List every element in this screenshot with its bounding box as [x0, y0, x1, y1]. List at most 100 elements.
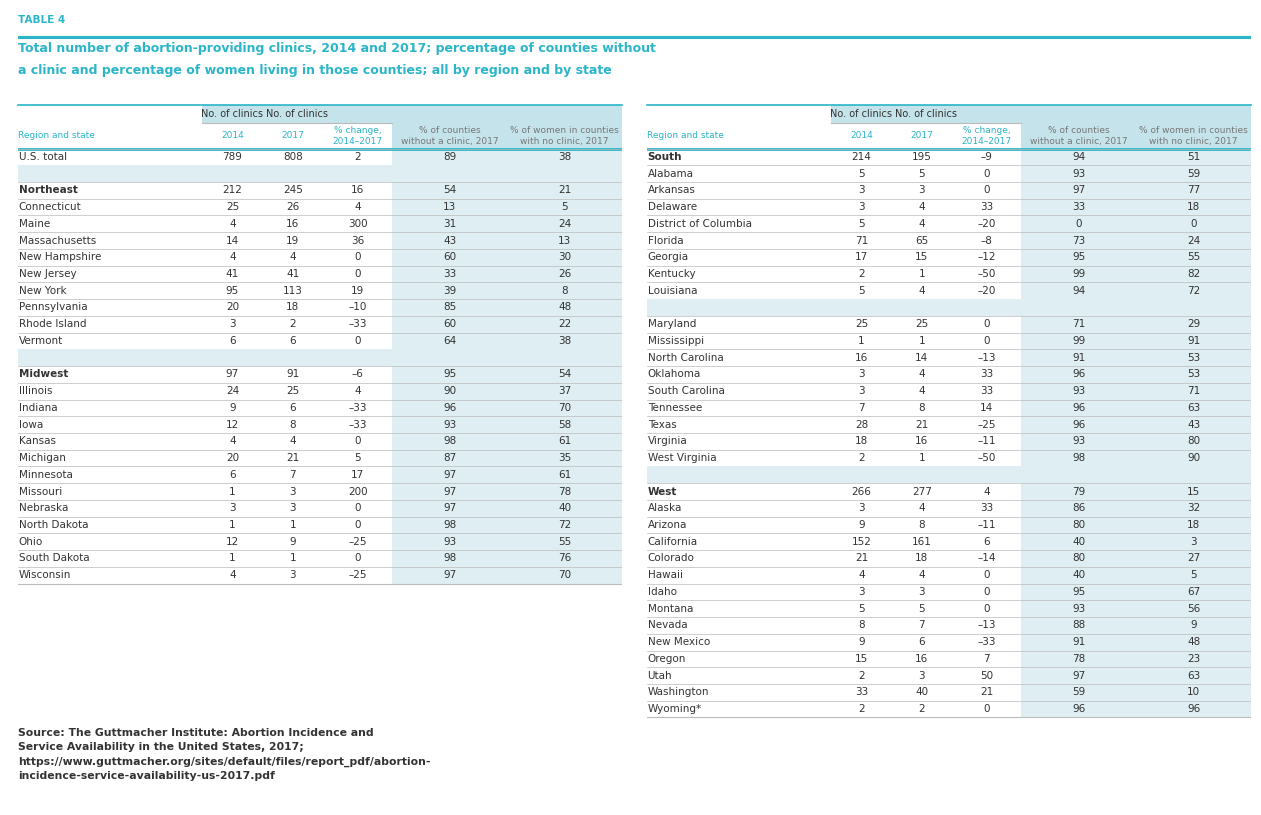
Text: 43: 43: [1187, 420, 1200, 430]
Text: 0: 0: [354, 269, 361, 279]
Text: 78: 78: [559, 487, 571, 496]
Text: 64: 64: [443, 336, 456, 346]
Bar: [1136, 701, 1251, 717]
Text: Texas: Texas: [648, 420, 676, 430]
Text: West: West: [648, 487, 677, 496]
Text: Region and state: Region and state: [19, 131, 96, 140]
Text: 18: 18: [855, 436, 868, 447]
Bar: [1021, 148, 1136, 165]
Bar: [1021, 567, 1136, 584]
Text: 4: 4: [918, 286, 926, 296]
Bar: [392, 517, 507, 533]
Text: –25: –25: [348, 570, 367, 580]
Text: 95: 95: [1072, 587, 1086, 597]
Text: 6: 6: [290, 403, 296, 413]
Text: 97: 97: [443, 487, 456, 496]
Text: % of counties
without a clinic, 2017: % of counties without a clinic, 2017: [401, 126, 498, 146]
Text: Arizona: Arizona: [648, 520, 687, 530]
Text: 91: 91: [286, 369, 299, 380]
Bar: [392, 483, 507, 500]
Text: New Jersey: New Jersey: [19, 269, 76, 279]
Text: 98: 98: [443, 520, 456, 530]
Text: 2: 2: [290, 319, 296, 329]
Text: 14: 14: [980, 403, 994, 413]
Text: Rhode Island: Rhode Island: [19, 319, 86, 329]
Text: 55: 55: [559, 537, 571, 547]
Text: –14: –14: [977, 553, 996, 563]
Text: 0: 0: [984, 169, 990, 178]
Text: 99: 99: [1072, 336, 1086, 346]
Text: 89: 89: [443, 152, 456, 162]
Text: 277: 277: [912, 487, 932, 496]
Text: 31: 31: [443, 218, 456, 229]
Text: 3: 3: [290, 487, 296, 496]
Text: No. of clinics: No. of clinics: [831, 109, 893, 119]
Text: 38: 38: [559, 336, 571, 346]
Text: 24: 24: [1187, 236, 1200, 245]
Text: 3: 3: [290, 570, 296, 580]
Text: 59: 59: [1187, 169, 1200, 178]
Text: 90: 90: [444, 386, 456, 396]
Text: 3: 3: [918, 587, 926, 597]
Bar: [507, 483, 622, 500]
Bar: [1021, 617, 1136, 634]
Text: 15: 15: [1187, 487, 1200, 496]
Text: 85: 85: [443, 302, 456, 312]
Text: –11: –11: [977, 436, 996, 447]
Text: 63: 63: [1187, 671, 1200, 681]
Text: 8: 8: [918, 403, 926, 413]
Text: –33: –33: [348, 420, 367, 430]
Bar: [507, 517, 622, 533]
Text: 93: 93: [1072, 436, 1086, 447]
Bar: [507, 182, 622, 199]
Text: 80: 80: [1072, 520, 1086, 530]
Text: 5: 5: [918, 169, 926, 178]
Bar: [1136, 366, 1251, 383]
Text: 7: 7: [290, 469, 296, 480]
Text: 96: 96: [1072, 369, 1086, 380]
Text: 50: 50: [980, 671, 994, 681]
Bar: [1136, 182, 1251, 199]
Text: 0: 0: [984, 185, 990, 196]
Text: 2017: 2017: [910, 131, 933, 140]
Text: 6: 6: [918, 637, 926, 647]
Text: 19: 19: [351, 286, 364, 296]
Bar: [647, 299, 1251, 316]
Text: 4: 4: [918, 386, 926, 396]
Text: 3: 3: [918, 185, 926, 196]
Text: 51: 51: [1187, 152, 1200, 162]
Bar: [1021, 500, 1136, 517]
Text: 1: 1: [918, 336, 926, 346]
Text: 245: 245: [282, 185, 303, 196]
Text: Midwest: Midwest: [19, 369, 68, 380]
Text: 33: 33: [980, 202, 994, 212]
Text: Alabama: Alabama: [648, 169, 694, 178]
Bar: [392, 316, 507, 333]
Text: –33: –33: [348, 319, 367, 329]
Text: Northeast: Northeast: [19, 185, 77, 196]
Text: 96: 96: [1072, 403, 1086, 413]
Bar: [1021, 466, 1136, 483]
Text: 17: 17: [351, 469, 364, 480]
Text: % change,
2014–2017: % change, 2014–2017: [333, 126, 383, 146]
Text: 6: 6: [290, 336, 296, 346]
Text: 4: 4: [354, 386, 361, 396]
Bar: [392, 333, 507, 350]
Text: 5: 5: [857, 218, 865, 229]
Bar: [507, 249, 622, 266]
Text: 79: 79: [1072, 487, 1086, 496]
Bar: [1021, 450, 1136, 466]
Text: 18: 18: [1187, 520, 1200, 530]
Bar: [1136, 533, 1251, 550]
Text: 60: 60: [444, 253, 456, 262]
Text: No. of clinics: No. of clinics: [895, 109, 957, 119]
Text: 2: 2: [354, 152, 361, 162]
Bar: [507, 466, 622, 483]
Bar: [1021, 667, 1136, 684]
Bar: [1021, 701, 1136, 717]
Text: 2: 2: [857, 269, 865, 279]
Bar: [1136, 350, 1251, 366]
Bar: [392, 416, 507, 433]
Text: District of Columbia: District of Columbia: [648, 218, 752, 229]
Bar: [1136, 333, 1251, 350]
